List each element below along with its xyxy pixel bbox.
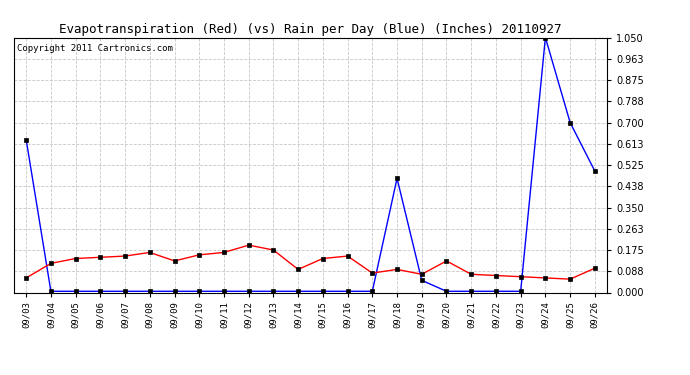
Title: Evapotranspiration (Red) (vs) Rain per Day (Blue) (Inches) 20110927: Evapotranspiration (Red) (vs) Rain per D… <box>59 23 562 36</box>
Text: Copyright 2011 Cartronics.com: Copyright 2011 Cartronics.com <box>17 44 172 53</box>
